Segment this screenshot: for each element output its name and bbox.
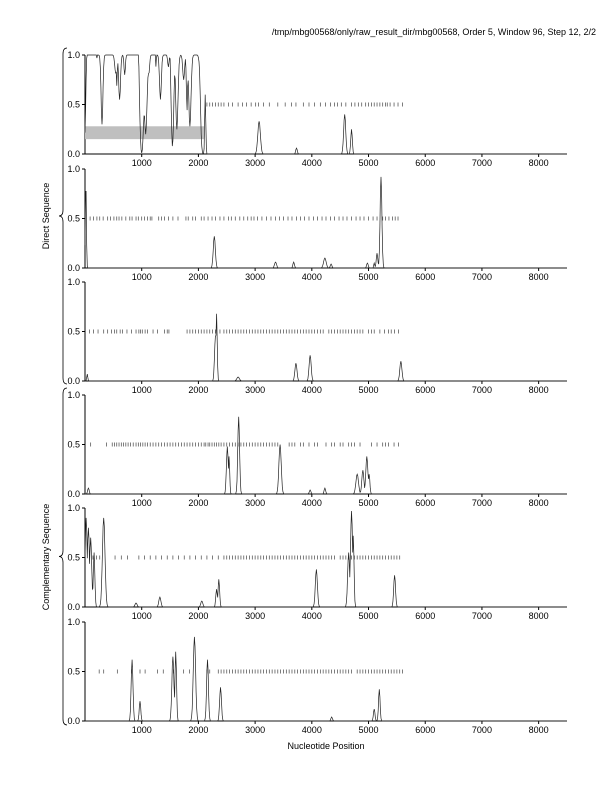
y-tick-label: 0.0 bbox=[67, 376, 80, 386]
x-tick-label: 6000 bbox=[415, 611, 435, 621]
y-tick-label: 1.0 bbox=[67, 277, 80, 287]
x-tick-label: 6000 bbox=[415, 385, 435, 395]
x-tick-label: 8000 bbox=[529, 611, 549, 621]
series-line bbox=[84, 176, 567, 269]
x-tick-label: 6000 bbox=[415, 725, 435, 735]
y-tick-label: 0.0 bbox=[67, 716, 80, 726]
series-line bbox=[84, 510, 567, 608]
y-tick-label: 0.5 bbox=[67, 667, 80, 677]
x-tick-label: 6000 bbox=[415, 498, 435, 508]
series-line bbox=[85, 416, 567, 495]
x-tick-label: 6000 bbox=[415, 158, 435, 168]
x-tick-label: 1000 bbox=[132, 498, 152, 508]
x-tick-label: 6000 bbox=[415, 272, 435, 282]
x-tick-label: 1000 bbox=[132, 272, 152, 282]
x-tick-label: 1000 bbox=[132, 385, 152, 395]
direct-sequence-label: Direct Sequence bbox=[41, 183, 51, 250]
x-tick-label: 3000 bbox=[245, 272, 265, 282]
x-tick-label: 4000 bbox=[302, 498, 322, 508]
x-tick-label: 8000 bbox=[529, 498, 549, 508]
x-tick-label: 4000 bbox=[302, 611, 322, 621]
y-tick-label: 1.0 bbox=[67, 50, 80, 60]
x-tick-label: 3000 bbox=[245, 611, 265, 621]
x-tick-label: 2000 bbox=[188, 158, 208, 168]
x-tick-label: 2000 bbox=[188, 725, 208, 735]
x-tick-label: 4000 bbox=[302, 725, 322, 735]
x-tick-label: 5000 bbox=[359, 158, 379, 168]
x-tick-label: 8000 bbox=[529, 272, 549, 282]
chart-header: /tmp/mbg00568/only/raw_result_dir/mbg005… bbox=[272, 27, 596, 37]
highlight-band bbox=[85, 126, 205, 140]
y-tick-label: 0.0 bbox=[67, 263, 80, 273]
x-tick-label: 7000 bbox=[472, 385, 492, 395]
panel-complementary-frame-1: 0.0 0.5 1.0 1000 2000 3000 4000 5000 6000 7000 800… bbox=[67, 390, 567, 508]
group-brackets bbox=[58, 47, 68, 726]
y-tick-label: 0.5 bbox=[67, 100, 80, 110]
panel-complementary-frame-3: 0.0 0.5 1.0 1000 2000 3000 4000 5000 6000 7000 800… bbox=[67, 617, 567, 735]
x-tick-label: 4000 bbox=[302, 385, 322, 395]
x-axis-label: Nucleotide Position bbox=[287, 741, 364, 751]
y-tick-label: 0.0 bbox=[67, 149, 80, 159]
panel-direct-frame-1: 0.0 0.5 1.0 1000 2000 3000 4000 5000 6000 7000 800… bbox=[67, 50, 567, 168]
y-tick-label: 1.0 bbox=[67, 390, 80, 400]
x-tick-label: 1000 bbox=[132, 611, 152, 621]
x-tick-label: 7000 bbox=[472, 498, 492, 508]
series-line bbox=[84, 54, 567, 155]
y-tick-label: 0.5 bbox=[67, 214, 80, 224]
x-tick-label: 4000 bbox=[302, 158, 322, 168]
complementary-sequence-bracket bbox=[58, 387, 68, 726]
y-tick-label: 0.0 bbox=[67, 489, 80, 499]
series-line bbox=[85, 636, 567, 722]
y-tick-label: 0.5 bbox=[67, 440, 80, 450]
panel-direct-frame-2: 0.0 0.5 1.0 1000 2000 3000 4000 5000 6000 7000 800… bbox=[67, 164, 567, 282]
x-tick-label: 5000 bbox=[359, 611, 379, 621]
x-tick-label: 3000 bbox=[245, 385, 265, 395]
x-tick-label: 1000 bbox=[132, 725, 152, 735]
y-tick-label: 1.0 bbox=[67, 503, 80, 513]
x-tick-label: 3000 bbox=[245, 725, 265, 735]
series-line bbox=[85, 313, 567, 382]
x-tick-label: 5000 bbox=[359, 498, 379, 508]
x-tick-label: 3000 bbox=[245, 498, 265, 508]
y-tick-label: 0.0 bbox=[67, 602, 80, 612]
x-tick-label: 5000 bbox=[359, 272, 379, 282]
x-tick-label: 8000 bbox=[529, 158, 549, 168]
x-tick-label: 2000 bbox=[188, 611, 208, 621]
panels-group: 0.0 0.5 1.0 1000 2000 3000 4000 5000 6000 7000 800… bbox=[67, 50, 567, 735]
complementary-sequence-label: Complementary Sequence bbox=[41, 504, 51, 611]
panel-direct-frame-3: 0.0 0.5 1.0 1000 2000 3000 4000 5000 6000 7000 800… bbox=[67, 277, 567, 395]
x-tick-label: 8000 bbox=[529, 725, 549, 735]
x-tick-label: 2000 bbox=[188, 272, 208, 282]
x-tick-label: 5000 bbox=[359, 725, 379, 735]
y-tick-label: 1.0 bbox=[67, 617, 80, 627]
x-tick-label: 1000 bbox=[132, 158, 152, 168]
x-tick-label: 7000 bbox=[472, 158, 492, 168]
x-tick-label: 7000 bbox=[472, 611, 492, 621]
direct-sequence-bracket bbox=[58, 47, 68, 385]
x-tick-label: 2000 bbox=[188, 498, 208, 508]
x-tick-label: 5000 bbox=[359, 385, 379, 395]
y-tick-label: 0.5 bbox=[67, 553, 80, 563]
panel-complementary-frame-2: 0.0 0.5 1.0 1000 2000 3000 4000 5000 6000 7000 800… bbox=[67, 503, 567, 621]
x-tick-label: 3000 bbox=[245, 158, 265, 168]
x-tick-label: 2000 bbox=[188, 385, 208, 395]
y-tick-label: 1.0 bbox=[67, 164, 80, 174]
x-tick-label: 7000 bbox=[472, 272, 492, 282]
y-tick-label: 0.5 bbox=[67, 327, 80, 337]
x-tick-label: 8000 bbox=[529, 385, 549, 395]
x-tick-label: 7000 bbox=[472, 725, 492, 735]
x-tick-label: 4000 bbox=[302, 272, 322, 282]
